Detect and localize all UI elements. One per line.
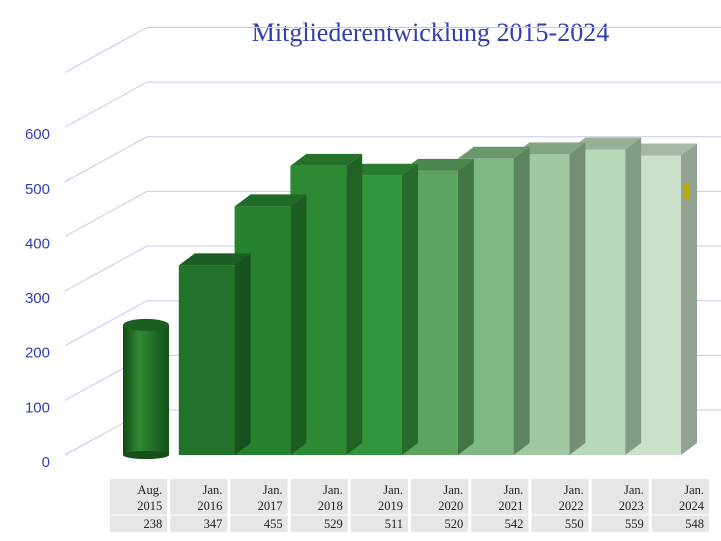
category-label: 2023 — [619, 499, 644, 513]
y-tick-label: 300 — [25, 290, 50, 307]
value-label: 559 — [625, 517, 644, 531]
category-label: Jan. — [263, 483, 283, 497]
category-label: Jan. — [323, 483, 343, 497]
table-cell — [591, 479, 649, 532]
value-label: 347 — [204, 517, 223, 531]
y-axis: 0 100 200 300 400 500 600 — [25, 126, 50, 471]
gridline — [64, 26, 721, 73]
value-label: 511 — [385, 517, 403, 531]
value-label: 520 — [444, 517, 463, 531]
category-label: 2021 — [498, 499, 523, 513]
y-tick-label: 600 — [25, 126, 50, 143]
value-label: 548 — [685, 517, 704, 531]
value-label: 455 — [264, 517, 283, 531]
legend-marker — [684, 183, 690, 199]
category-label: Jan. — [383, 483, 403, 497]
gridline — [64, 81, 721, 128]
category-label: 2015 — [137, 499, 162, 513]
table-cell — [651, 479, 709, 532]
value-label: 542 — [505, 517, 524, 531]
gridline — [64, 136, 721, 183]
table-cell — [350, 479, 408, 532]
table-cell — [471, 479, 529, 532]
table-cell — [411, 479, 469, 532]
category-label: 2019 — [378, 499, 403, 513]
category-label: 2022 — [559, 499, 584, 513]
bar — [123, 318, 169, 459]
bar — [178, 253, 251, 455]
category-label: Aug. — [138, 483, 163, 497]
category-label: 2024 — [679, 499, 705, 513]
table-cell — [531, 479, 589, 532]
category-label: Jan. — [624, 483, 644, 497]
y-tick-label: 500 — [25, 181, 50, 198]
category-label: Jan. — [564, 483, 584, 497]
category-label: 2018 — [318, 499, 343, 513]
category-label: 2020 — [438, 499, 463, 513]
value-label: 550 — [565, 517, 584, 531]
chart-title: Mitgliederentwicklung 2015-2024 — [251, 18, 610, 47]
table-cell — [110, 479, 168, 532]
category-label: 2017 — [258, 499, 283, 513]
category-label: Jan. — [684, 483, 704, 497]
y-tick-label: 400 — [25, 235, 50, 252]
y-tick-label: 200 — [25, 345, 50, 362]
value-label: 238 — [143, 517, 162, 531]
category-label: Jan. — [443, 483, 463, 497]
table-cell — [170, 479, 228, 532]
category-label: 2016 — [197, 499, 222, 513]
y-tick-label: 100 — [25, 399, 50, 416]
bars — [123, 137, 697, 459]
y-tick-label: 0 — [42, 454, 50, 471]
data-table: Aug. 2015 238 Jan. 2016 347 Jan. 2017 455 Jan. 201… — [110, 479, 709, 532]
category-label: Jan. — [504, 483, 524, 497]
table-cell — [230, 479, 288, 532]
category-label: Jan. — [203, 483, 223, 497]
value-label: 529 — [324, 517, 343, 531]
table-cell — [290, 479, 348, 532]
